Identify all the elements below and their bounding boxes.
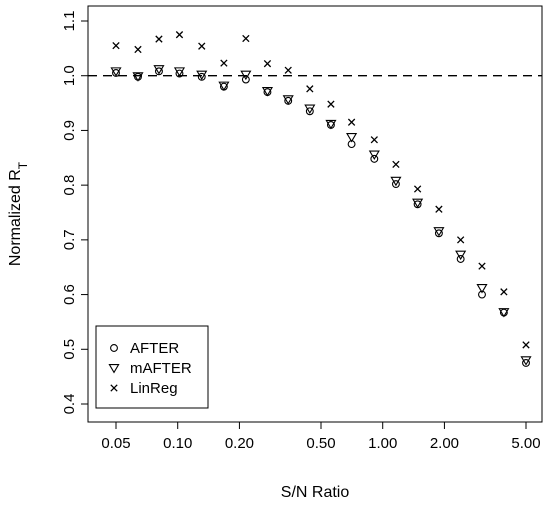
point-mafter: [476, 284, 488, 294]
legend-marker-mafter: [108, 363, 120, 374]
point-linreg: [522, 341, 530, 349]
legend-marker-symbol: [110, 384, 118, 392]
point-mafter: [412, 198, 424, 209]
point-mafter: [132, 72, 144, 82]
y-tick-label: 0.9: [61, 120, 78, 141]
point-mafter: [390, 176, 402, 187]
data-points: [110, 31, 532, 367]
point-linreg: [242, 34, 250, 43]
point-mafter: [153, 65, 165, 75]
point-mafter: [218, 81, 230, 92]
point-after: [197, 72, 206, 81]
y-axis-label: Normalized RT: [7, 161, 30, 266]
point-after: [155, 67, 163, 76]
x-axis-label: S/N Ratio: [281, 484, 350, 501]
point-linreg: [284, 66, 292, 74]
point-mafter: [261, 87, 274, 97]
point-linreg: [175, 31, 184, 39]
point-mafter: [196, 70, 208, 81]
point-after: [522, 359, 530, 367]
y-axis: 0.4 0.5 0.6 0.7 0.8 0.9 1.0 1.1: [61, 11, 89, 415]
point-linreg: [500, 288, 508, 296]
point-linreg: [392, 160, 400, 169]
point-after: [305, 107, 314, 116]
y-tick-label: 0.8: [61, 175, 78, 196]
point-after: [456, 255, 465, 263]
x-tick-label: 5.00: [511, 435, 540, 452]
point-mafter: [520, 356, 532, 366]
x-tick-label: 0.20: [225, 435, 254, 452]
point-after: [370, 154, 379, 163]
point-mafter: [240, 70, 252, 81]
point-linreg: [370, 136, 378, 144]
point-mafter: [455, 250, 467, 261]
point-mafter: [282, 95, 294, 105]
y-tick-label: 0.5: [61, 339, 78, 360]
point-linreg: [134, 45, 142, 54]
point-mafter: [346, 132, 358, 143]
x-tick-label: 0.10: [163, 435, 192, 452]
series-after: [112, 67, 530, 367]
x-tick-label: 1.00: [368, 435, 397, 452]
x-tick-label: 2.00: [430, 435, 459, 452]
x-tick-label: 0.05: [101, 435, 130, 452]
y-tick-label: 0.4: [61, 394, 78, 415]
point-mafter: [173, 67, 186, 77]
legend-box: [95, 325, 209, 409]
point-linreg: [306, 85, 314, 93]
y-tick-label: 1.0: [61, 65, 78, 86]
point-mafter: [325, 119, 337, 130]
y-tick-label: 0.6: [61, 284, 78, 305]
point-after: [391, 180, 400, 188]
point-mafter: [110, 67, 122, 77]
point-after: [478, 290, 486, 299]
point-linreg: [478, 262, 486, 270]
point-linreg: [155, 35, 163, 43]
series-linreg: [112, 31, 530, 349]
y-tick-label: 0.7: [61, 229, 78, 250]
point-after: [241, 75, 250, 84]
x-tick-label: 0.50: [306, 435, 335, 452]
legend-marker-symbol: [108, 363, 120, 374]
series-mafter: [110, 65, 532, 366]
legend-marker-symbol: [110, 344, 118, 352]
point-mafter: [368, 150, 380, 160]
point-mafter: [304, 104, 316, 114]
point-linreg: [220, 59, 228, 67]
legend-marker-linreg: [110, 384, 118, 392]
point-linreg: [112, 41, 120, 50]
point-mafter: [433, 227, 445, 237]
point-linreg: [198, 42, 206, 50]
y-axis-label-subscript: T: [16, 161, 30, 169]
point-after: [434, 229, 443, 238]
point-linreg: [435, 205, 443, 213]
point-linreg: [327, 100, 335, 108]
point-mafter: [498, 308, 510, 318]
legend-marker-after: [110, 344, 118, 352]
point-after: [175, 69, 184, 78]
x-axis: 0.05 0.10 0.20 0.50 1.00 2.00 5.00: [101, 421, 541, 452]
legend-label-after: AFTER: [130, 340, 179, 357]
legend-label-linreg: LinReg: [130, 380, 178, 397]
legend-label-mafter: mAFTER: [130, 360, 192, 377]
point-linreg: [413, 185, 422, 193]
point-linreg: [263, 60, 272, 68]
point-linreg: [347, 118, 356, 126]
point-linreg: [456, 236, 465, 244]
y-tick-label: 1.1: [61, 11, 78, 32]
y-axis-label-main: Normalized R: [7, 169, 24, 266]
legend: AFTER mAFTER LinReg: [95, 325, 209, 409]
